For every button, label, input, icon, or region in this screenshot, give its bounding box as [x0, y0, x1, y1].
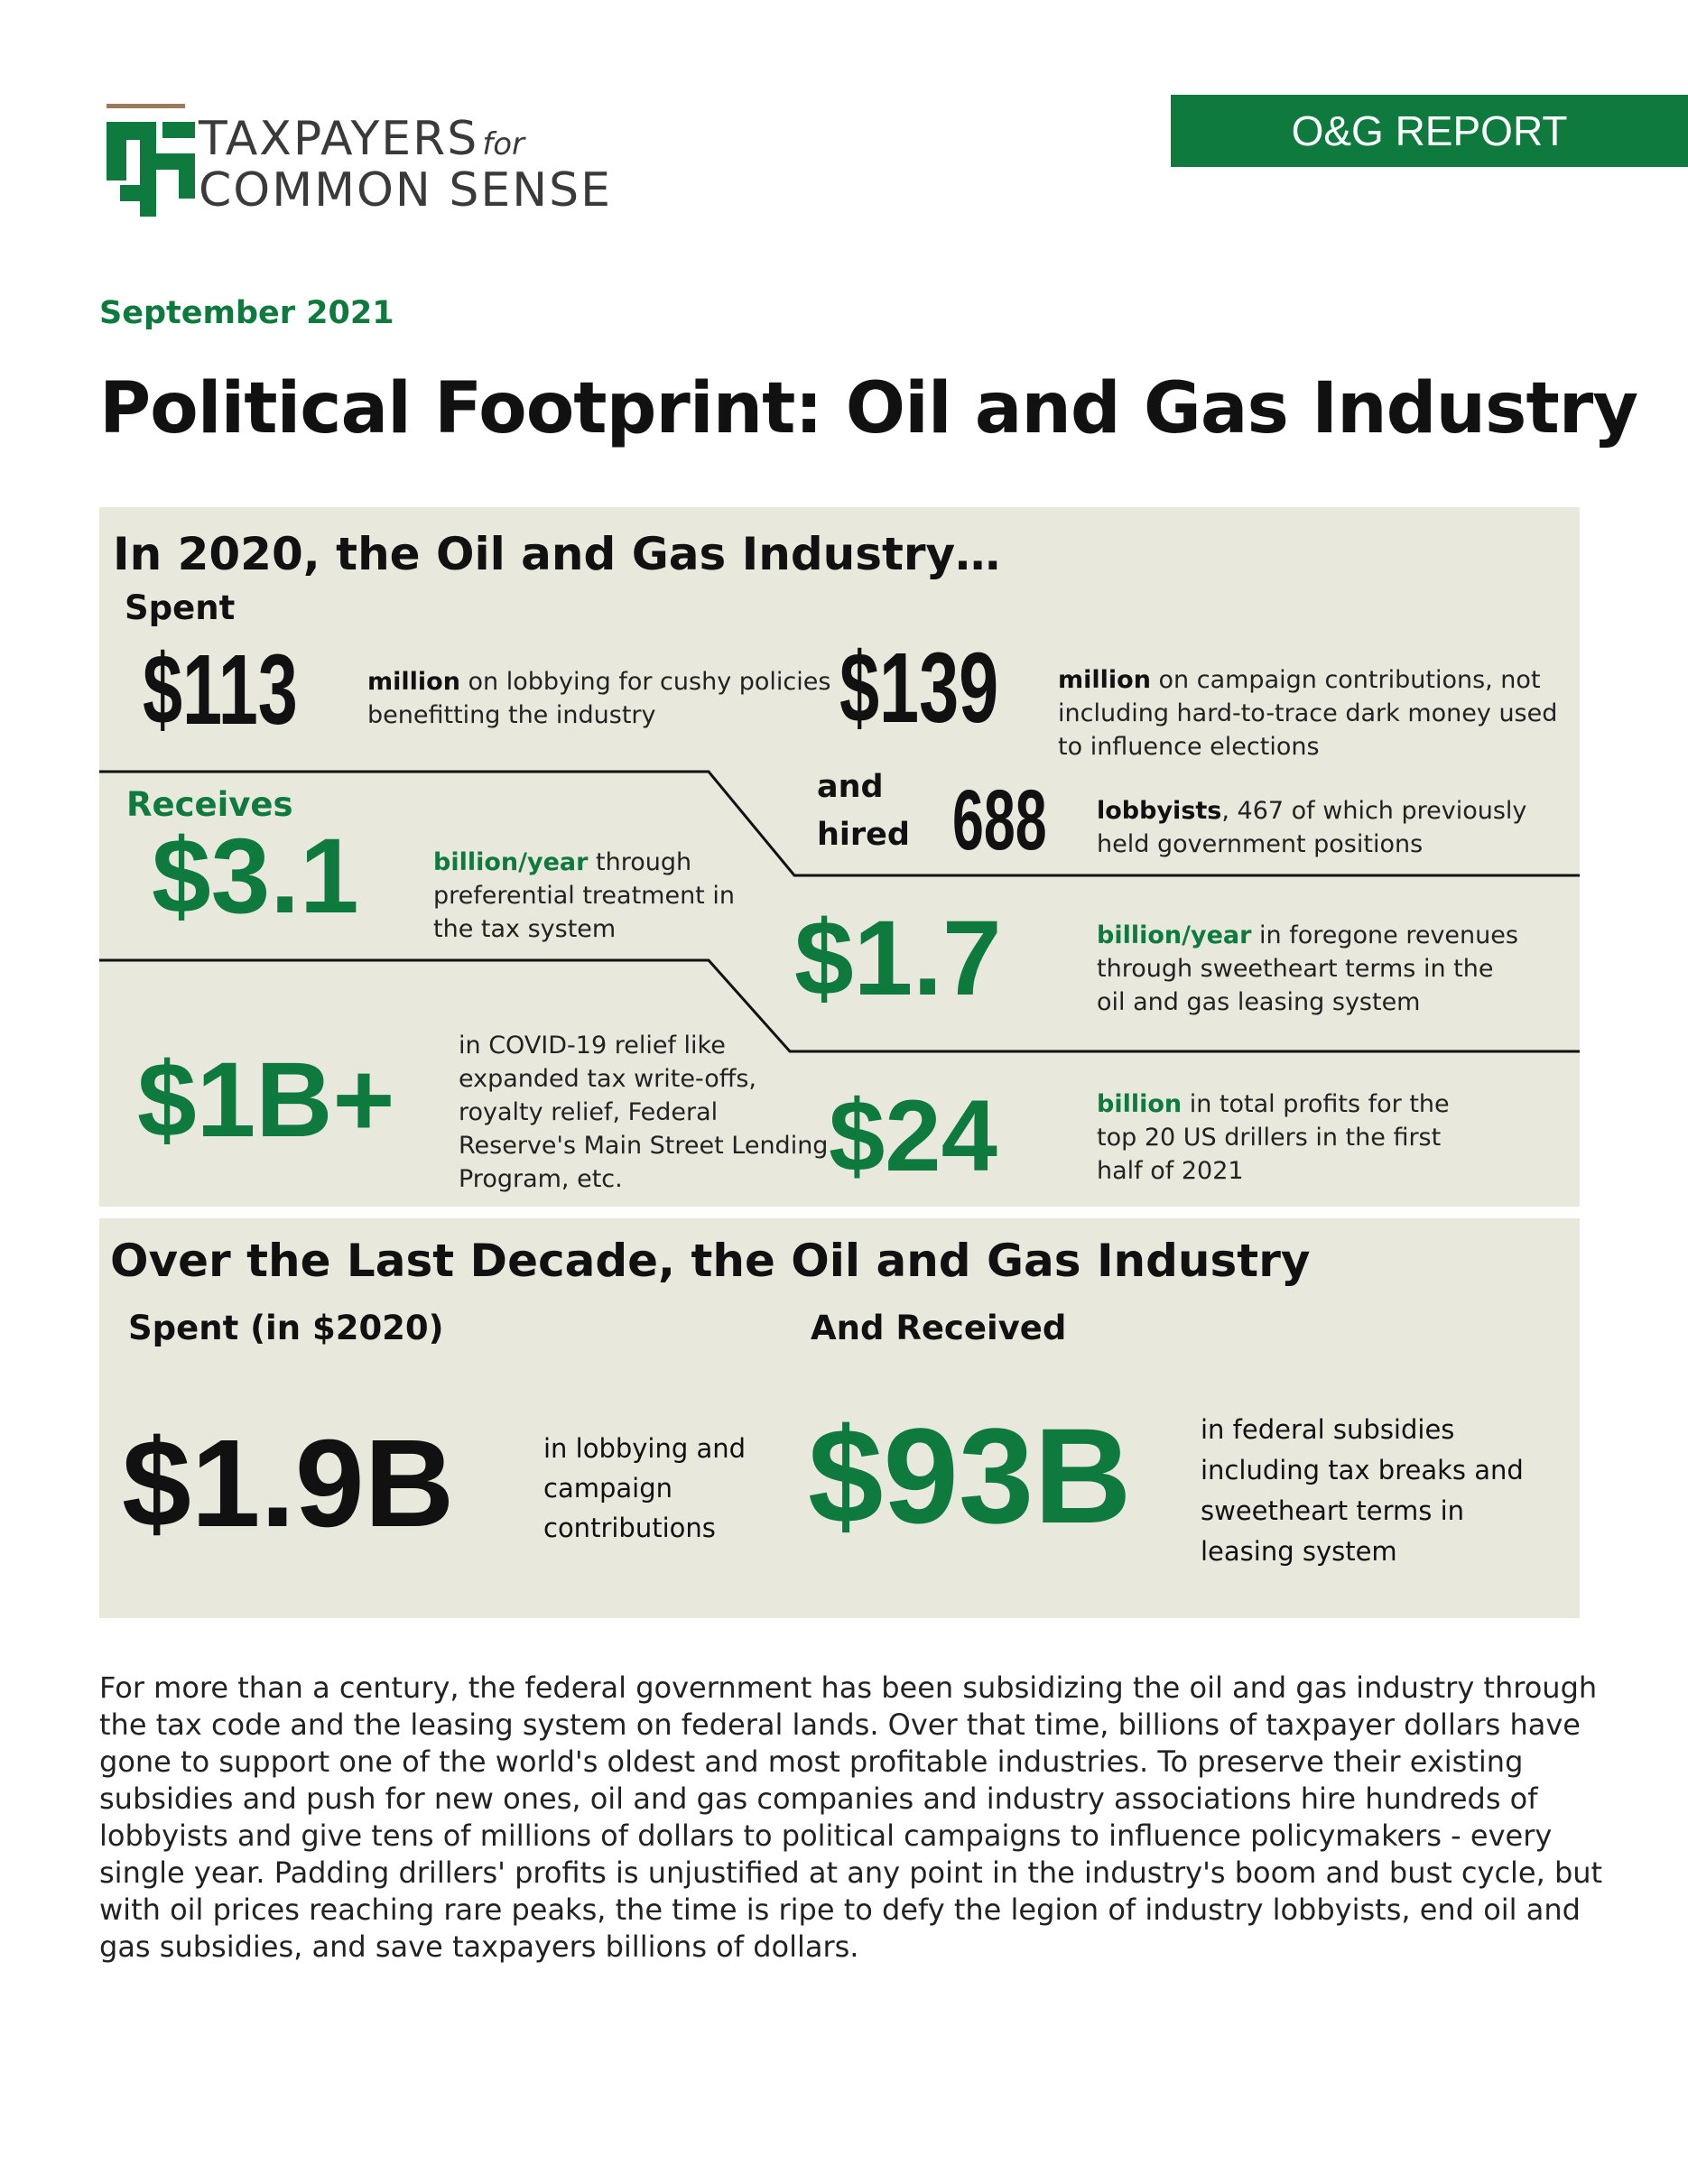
profits-description: billion in total profits for the top 20 …	[1097, 1090, 1450, 1185]
section-2020-heading: In 2020, the Oil and Gas Industry…	[113, 528, 1001, 580]
infographic-2020-panel	[99, 507, 1580, 1207]
decade-received-description: in federal subsidies including tax break…	[1201, 1414, 1524, 1567]
decade-received-label: And Received	[811, 1309, 1067, 1347]
infographic-decade-panel	[99, 1218, 1580, 1618]
covid-relief-amount: $1B+	[137, 1041, 395, 1160]
campaign-amount: $139	[839, 633, 999, 744]
decade-spent-description: in lobbying and campaign contributions	[543, 1433, 747, 1543]
report-type-badge: O&G REPORT	[1171, 95, 1688, 167]
lobbyists-count: 688	[952, 773, 1047, 868]
receives-label: Receives	[126, 785, 293, 824]
decade-spent-amount: $1.9B	[122, 1414, 455, 1553]
panel-divider-lines	[99, 770, 1580, 1053]
tax-benefit-amount: $3.1	[152, 817, 359, 936]
and-label: and	[817, 769, 884, 805]
tax-benefit-description: billion/year through preferential treatm…	[433, 848, 735, 943]
leasing-amount: $1.7	[794, 899, 1002, 1018]
publication-date: September 2021	[99, 295, 394, 331]
lobbyists-description: lobbyists, 467 of which previously held …	[1097, 797, 1527, 858]
page-title: Political Footprint: Oil and Gas Industr…	[99, 368, 1638, 449]
covid-relief-description: in COVID-19 relief like expanded tax wri…	[459, 1032, 829, 1193]
body-paragraph: For more than a century, the federal gov…	[99, 1670, 1603, 1964]
logo-text-line1: TAXPAYERS for	[199, 112, 524, 166]
taxpayers-logo-mark	[107, 104, 195, 217]
decade-received-amount: $93B	[808, 1400, 1132, 1551]
leasing-description: billion/year in foregone revenues throug…	[1097, 921, 1518, 1016]
logo-text-line2: COMMON SENSE	[199, 163, 612, 217]
profits-amount: $24	[829, 1079, 997, 1192]
decade-spent-label: Spent (in $2020)	[128, 1309, 444, 1347]
section-decade-heading: Over the Last Decade, the Oil and Gas In…	[110, 1235, 1311, 1287]
spent-label: Spent	[125, 588, 236, 627]
campaign-description: million on campaign contributions, not i…	[1058, 666, 1558, 761]
hired-label: hired	[817, 817, 910, 853]
lobbying-description: million on lobbying for cushy policies b…	[367, 668, 831, 729]
lobbying-amount: $113	[143, 634, 298, 745]
logo-rule	[117, 104, 185, 108]
